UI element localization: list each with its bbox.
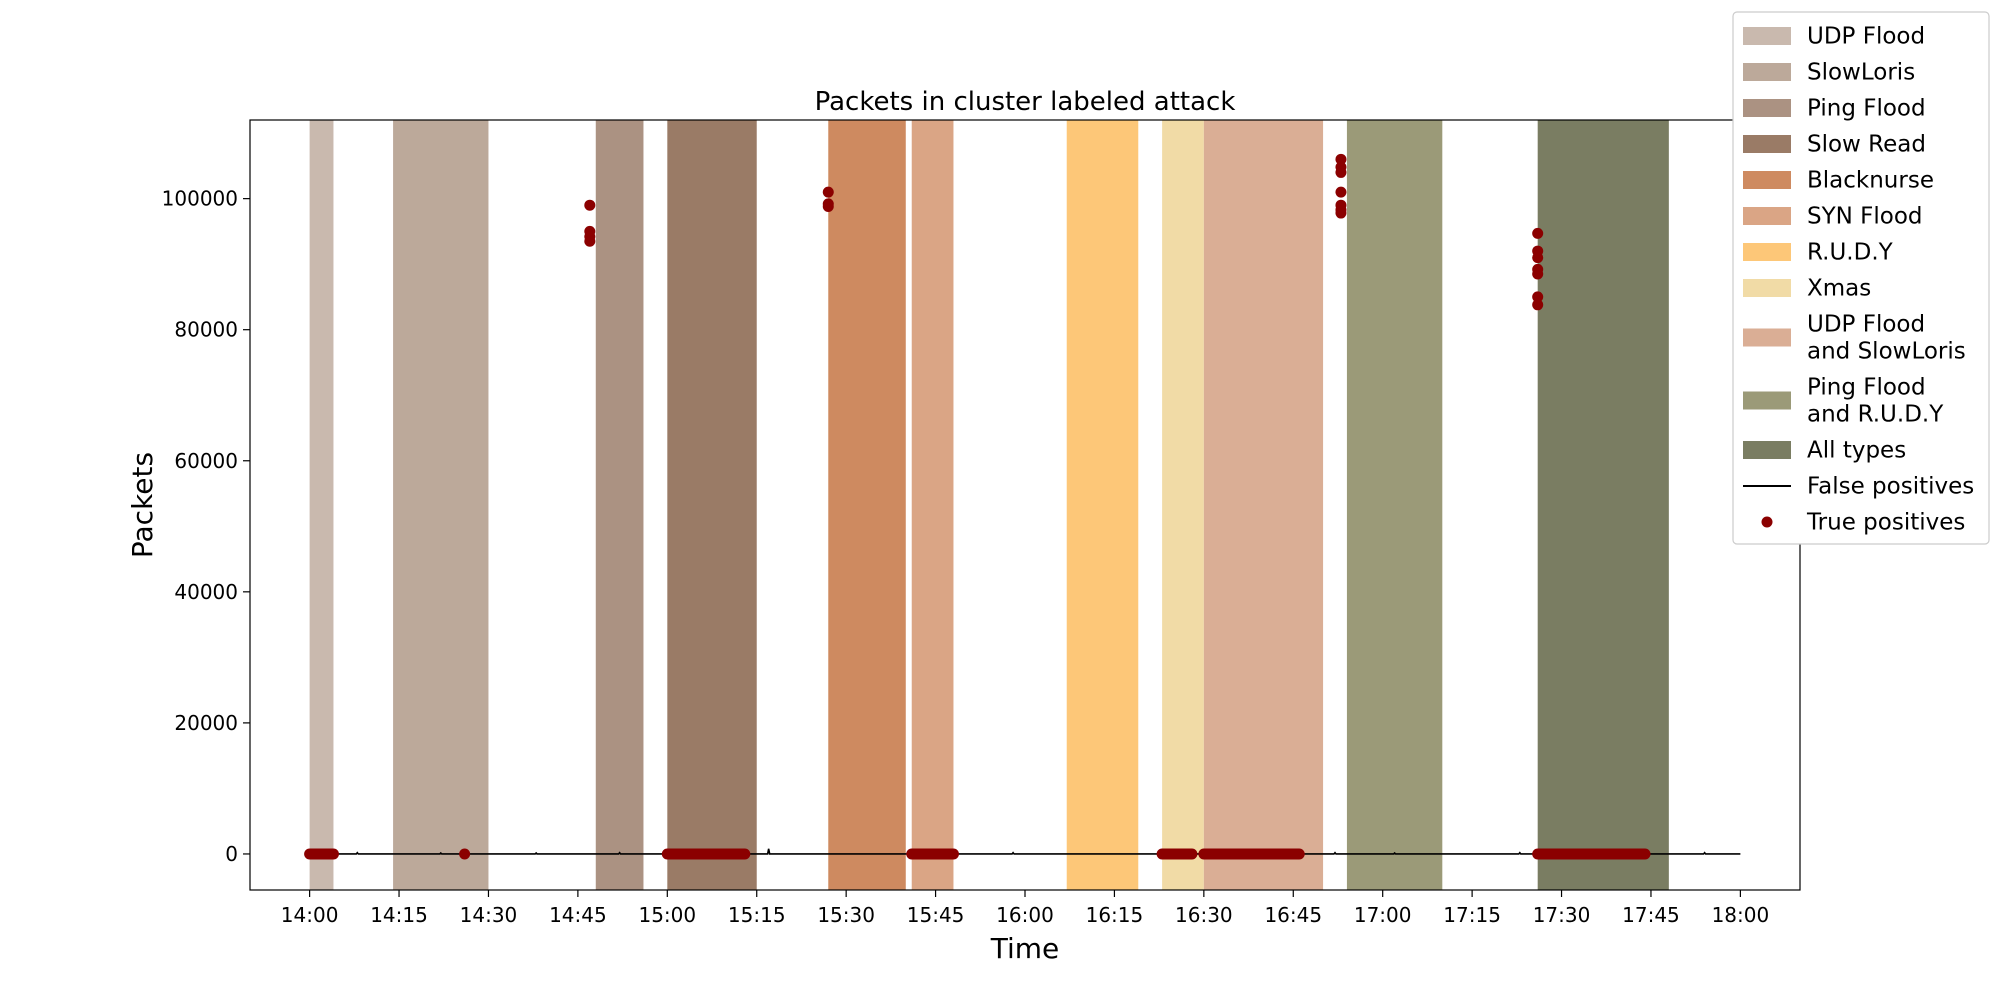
true-positive-point xyxy=(1335,153,1347,165)
attack-band xyxy=(1203,120,1324,890)
x-tick-label: 15:15 xyxy=(728,903,786,927)
legend-swatch xyxy=(1743,207,1791,225)
attack-band xyxy=(1162,120,1204,890)
legend-swatch xyxy=(1743,135,1791,153)
legend-label: Ping Flood xyxy=(1807,96,1926,122)
true-positive-point xyxy=(459,848,471,860)
attack-band xyxy=(1066,120,1139,890)
legend-label: UDP Flood xyxy=(1807,24,1925,50)
attack-band xyxy=(667,120,757,890)
attack-period-bands xyxy=(309,120,1669,890)
legend-label: R.U.D.Y xyxy=(1807,240,1894,266)
x-tick-label: 14:30 xyxy=(460,903,518,927)
true-positive-point xyxy=(1532,227,1544,239)
legend-swatch xyxy=(1743,243,1791,261)
legend-swatch xyxy=(1743,391,1791,410)
y-tick-label: 100000 xyxy=(162,187,238,211)
y-axis-label: Packets xyxy=(126,452,159,558)
y-tick-label: 40000 xyxy=(174,580,238,604)
legend-label: and R.U.D.Y xyxy=(1807,402,1944,428)
legend-swatch xyxy=(1743,328,1791,347)
legend: UDP Flood SlowLoris Ping Flood Slow Read Bla… xyxy=(1732,11,1990,545)
legend-label: Blacknurse xyxy=(1807,168,1934,194)
x-tick-label: 14:00 xyxy=(281,903,339,927)
true-positive-point xyxy=(1532,268,1544,280)
x-tick-label: 17:00 xyxy=(1354,903,1412,927)
y-tick-label: 0 xyxy=(225,842,238,866)
legend-box xyxy=(1732,11,1990,545)
attack-band xyxy=(309,120,334,890)
legend-swatch xyxy=(1743,27,1791,45)
true-positive-point xyxy=(1335,207,1347,219)
legend-swatch xyxy=(1743,63,1791,81)
legend-label: Ping Flood xyxy=(1807,375,1926,401)
x-axis-ticks: 14:00 14:15 14:30 14:45 15:00 15:15 15:30 15:45… xyxy=(281,890,1769,927)
legend-swatch xyxy=(1743,441,1791,459)
attack-band xyxy=(1346,120,1443,890)
legend-label: Slow Read xyxy=(1807,132,1926,158)
true-positive-point xyxy=(584,235,596,247)
attack-band xyxy=(828,120,906,890)
x-tick-label: 14:15 xyxy=(370,903,428,927)
legend-swatch xyxy=(1743,99,1791,117)
x-tick-label: 17:15 xyxy=(1443,903,1501,927)
true-positives-layer xyxy=(304,153,1651,860)
attack-band xyxy=(393,120,489,890)
legend-label: SlowLoris xyxy=(1807,60,1915,86)
y-tick-label: 80000 xyxy=(174,318,238,342)
x-tick-label: 15:00 xyxy=(638,903,696,927)
x-tick-label: 16:15 xyxy=(1086,903,1144,927)
legend-dot-swatch xyxy=(1761,516,1773,528)
legend-label: SYN Flood xyxy=(1807,204,1923,230)
true-positive-point xyxy=(1335,166,1347,178)
attack-band xyxy=(1537,120,1669,890)
x-tick-label: 16:30 xyxy=(1175,903,1233,927)
false-positives-line xyxy=(309,848,1741,855)
legend-label: Xmas xyxy=(1807,276,1871,302)
y-tick-label: 20000 xyxy=(174,711,238,735)
true-positive-point xyxy=(584,199,596,211)
attack-band xyxy=(595,120,644,890)
legend-label: All types xyxy=(1807,438,1906,464)
x-tick-label: 18:00 xyxy=(1712,903,1770,927)
y-tick-label: 60000 xyxy=(174,449,238,473)
legend-label: False positives xyxy=(1807,474,1974,500)
true-positive-point xyxy=(1335,186,1347,198)
true-positive-point xyxy=(1532,299,1544,311)
legend-swatch xyxy=(1743,279,1791,297)
attack-band xyxy=(911,120,954,890)
x-tick-label: 16:00 xyxy=(996,903,1054,927)
legend-label: True positives xyxy=(1806,510,1965,536)
true-positive-point xyxy=(1532,291,1544,303)
true-positive-point xyxy=(822,186,834,198)
x-tick-label: 17:45 xyxy=(1622,903,1680,927)
true-positive-point xyxy=(822,201,834,213)
y-axis-ticks: 0 20000 40000 60000 80000 100000 xyxy=(162,187,250,866)
x-tick-label: 16:45 xyxy=(1264,903,1322,927)
legend-label: and SlowLoris xyxy=(1807,339,1966,365)
legend-label: UDP Flood xyxy=(1807,312,1925,338)
x-tick-label: 15:30 xyxy=(817,903,875,927)
chart-title: Packets in cluster labeled attack xyxy=(815,87,1236,117)
legend-swatch xyxy=(1743,171,1791,189)
x-axis-label: Time xyxy=(990,932,1060,965)
x-tick-label: 14:45 xyxy=(549,903,607,927)
x-tick-label: 15:45 xyxy=(907,903,965,927)
false-positives-layer xyxy=(309,848,1741,855)
x-tick-label: 17:30 xyxy=(1533,903,1591,927)
true-positive-point xyxy=(1532,252,1544,264)
